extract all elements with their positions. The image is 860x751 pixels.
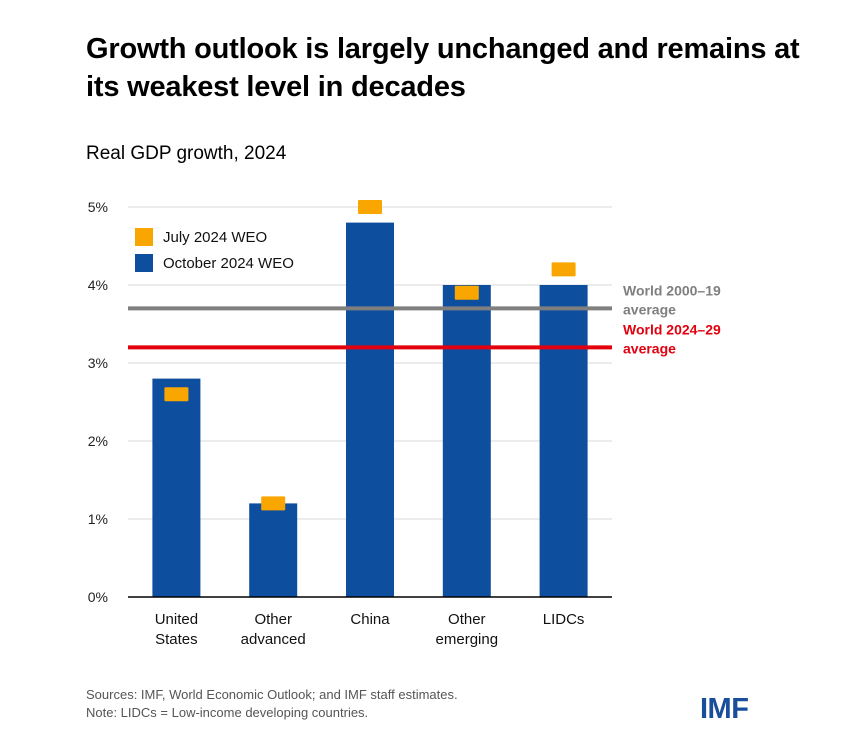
y-tick-label: 4% [88, 277, 108, 293]
legend-label: October 2024 WEO [163, 255, 294, 272]
x-tick-label: advanced [241, 631, 306, 648]
bar-october-2024 [249, 503, 298, 597]
marker-july-2024 [358, 200, 382, 214]
y-tick-label: 3% [88, 355, 108, 371]
legend-label: July 2024 WEO [163, 229, 267, 246]
reference-line-label: average [623, 301, 676, 317]
bar-october-2024 [346, 222, 394, 597]
chart-subtitle: Real GDP growth, 2024 [86, 143, 287, 164]
reference-line-label: World 2024–29 [623, 321, 721, 337]
x-tick-label: United [155, 611, 198, 628]
y-tick-label: 2% [88, 433, 108, 449]
x-tick-label: emerging [436, 631, 499, 648]
reference-line-label: World 2000–19 [623, 282, 721, 298]
reference-line-label: average [623, 340, 676, 356]
bar-october-2024 [442, 285, 491, 597]
legend-swatch [135, 254, 153, 272]
marker-july-2024 [454, 285, 479, 300]
marker-july-2024 [551, 262, 576, 277]
bar-october-2024 [539, 285, 588, 597]
bar-october-2024 [152, 378, 201, 597]
y-tick-label: 1% [88, 511, 108, 527]
marker-july-2024 [164, 387, 189, 402]
lidc-note: Note: LIDCs = Low-income developing coun… [86, 705, 369, 720]
marker-july-2024 [261, 496, 286, 511]
chart-title: Growth outlook is largely unchanged and … [86, 33, 800, 103]
x-tick-label: China [350, 611, 390, 628]
x-tick-label: States [155, 631, 198, 648]
y-tick-label: 0% [88, 589, 108, 605]
x-tick-label: Other [448, 611, 486, 628]
x-tick-label: Other [254, 611, 292, 628]
chart-footer: Sources: IMF, World Economic Outlook; an… [86, 686, 458, 722]
legend-swatch [135, 228, 153, 246]
x-tick-label: LIDCs [543, 611, 585, 628]
imf-logo: IMF [700, 693, 749, 725]
sources-note: Sources: IMF, World Economic Outlook; an… [86, 687, 458, 702]
y-tick-label: 5% [88, 199, 108, 215]
